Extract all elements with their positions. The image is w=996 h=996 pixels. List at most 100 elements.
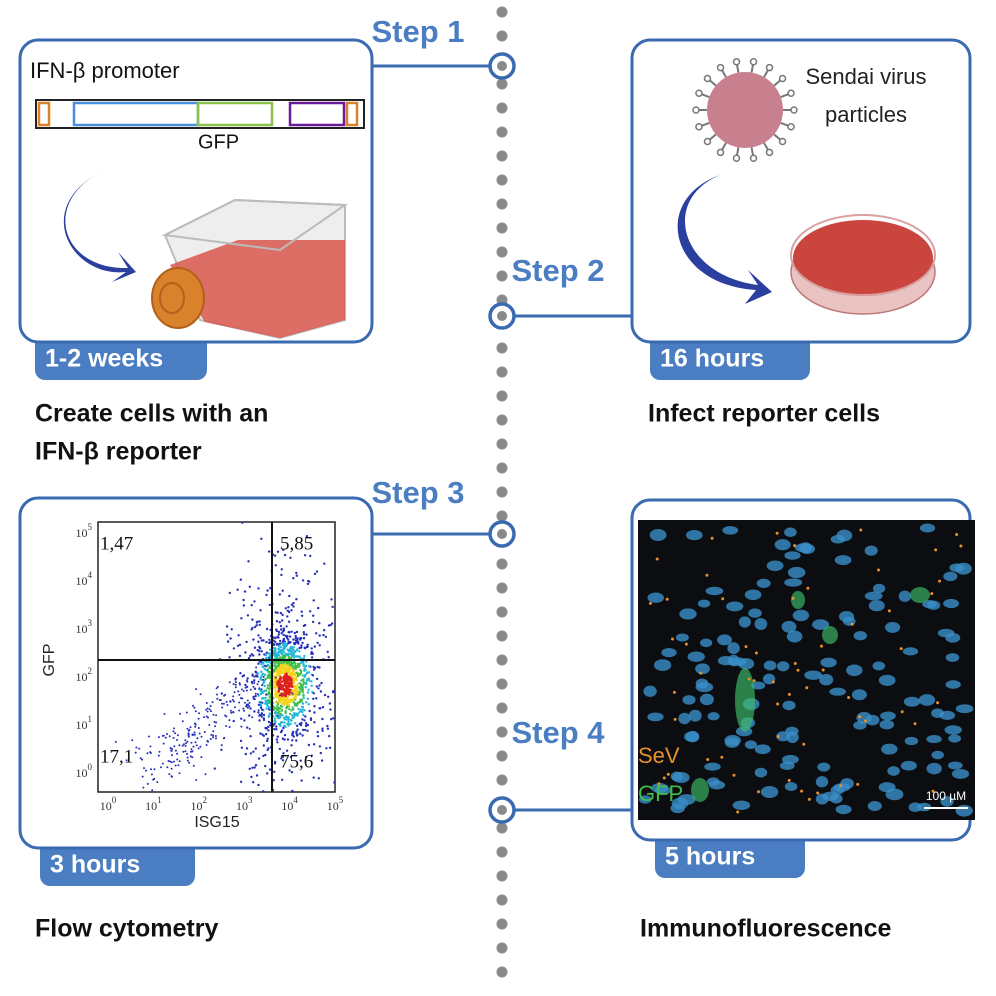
event-dot <box>302 694 305 697</box>
event-dot <box>288 769 291 772</box>
event-dot <box>311 690 314 694</box>
event-dot <box>301 641 304 645</box>
event-dot <box>267 675 270 678</box>
event-dot <box>306 671 309 674</box>
event-dot <box>304 724 308 728</box>
quadrant-value: 17,1 <box>100 746 133 767</box>
event-dot <box>292 646 295 649</box>
event-dot <box>265 693 268 696</box>
event-dot <box>267 714 271 717</box>
tick-base: 10 <box>145 799 157 813</box>
nucleus <box>661 648 677 658</box>
event-dot <box>275 728 278 731</box>
timeline-dot <box>496 222 508 234</box>
event-dot <box>289 556 292 559</box>
tick-base: 10 <box>281 799 293 813</box>
nucleus <box>756 578 771 589</box>
event-dot <box>274 611 277 614</box>
event-dot <box>281 613 284 617</box>
timeline-dot <box>496 510 508 522</box>
nucleus <box>856 711 872 724</box>
event-dot <box>228 656 231 659</box>
event-dot <box>152 778 155 781</box>
sev-dot <box>744 645 748 649</box>
event-dot <box>253 687 257 690</box>
event-dot <box>246 614 250 617</box>
event-dot <box>282 702 285 705</box>
event-dot <box>281 694 284 698</box>
event-dot <box>268 690 271 694</box>
event-dot <box>265 732 268 736</box>
event-dot <box>319 690 323 693</box>
event-dot <box>312 614 315 617</box>
event-dot <box>300 689 304 692</box>
event-dot <box>260 712 264 715</box>
event-dot <box>264 753 267 757</box>
event-dot <box>277 706 280 710</box>
event-dot <box>138 747 141 750</box>
nucleus <box>754 744 771 755</box>
event-dot <box>198 732 201 735</box>
event-dot <box>232 695 235 698</box>
event-dot <box>267 725 270 729</box>
event-dot <box>265 593 268 597</box>
event-dot <box>304 756 308 759</box>
tick-exponent: 4 <box>88 570 93 580</box>
event-dot <box>312 665 315 669</box>
tick-exponent: 1 <box>157 795 162 805</box>
event-dot <box>258 701 261 704</box>
event-dot <box>248 727 251 730</box>
event-dot <box>283 663 287 666</box>
duration: 1-2 weeks <box>45 345 163 373</box>
timeline-dot <box>496 6 508 18</box>
event-dot <box>304 686 307 689</box>
event-dot <box>206 710 209 713</box>
event-dot <box>290 694 293 697</box>
event-dot <box>207 716 209 719</box>
nucleus <box>697 599 711 608</box>
event-dot <box>283 733 287 737</box>
event-dot <box>230 628 233 631</box>
event-dot <box>254 670 257 673</box>
event-dot <box>280 668 283 671</box>
event-dot <box>309 717 313 720</box>
event-dot <box>278 694 281 697</box>
sev-dot <box>791 596 795 600</box>
event-dot <box>280 705 284 708</box>
event-dot <box>260 662 263 666</box>
event-dot <box>265 627 269 631</box>
sev-dot <box>657 782 661 786</box>
duration: 3 hours <box>50 851 140 879</box>
event-dot <box>253 681 256 684</box>
event-dot <box>276 550 280 553</box>
event-dot <box>244 752 247 756</box>
event-dot <box>310 650 313 654</box>
event-dot <box>313 705 316 708</box>
event-dot <box>282 752 285 755</box>
event-dot <box>283 646 287 650</box>
gfp-cell <box>822 626 838 644</box>
duration: 5 hours <box>665 843 755 871</box>
event-dot <box>228 591 231 595</box>
event-dot <box>253 710 256 713</box>
event-dot <box>226 640 230 643</box>
nucleus <box>695 678 709 689</box>
event-dot <box>208 708 211 711</box>
event-dot <box>268 688 271 691</box>
timeline-dot <box>496 750 508 762</box>
event-dot <box>195 688 198 691</box>
event-dot <box>254 694 257 698</box>
nucleus <box>781 620 797 633</box>
timeline-dot <box>496 342 508 354</box>
nucleus <box>708 780 726 790</box>
event-dot <box>328 734 331 738</box>
event-dot <box>318 745 322 748</box>
event-dot <box>281 656 284 659</box>
event-dot <box>257 709 260 712</box>
event-dot <box>293 704 297 707</box>
event-dot <box>254 692 257 695</box>
flask-cap-inner <box>159 282 185 314</box>
event-dot <box>157 754 160 757</box>
tick-exponent: 0 <box>112 795 117 805</box>
sev-dot <box>757 790 760 794</box>
